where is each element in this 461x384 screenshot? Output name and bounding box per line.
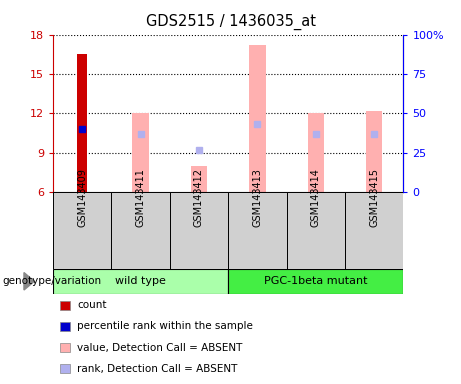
- Text: percentile rank within the sample: percentile rank within the sample: [77, 321, 253, 331]
- FancyBboxPatch shape: [345, 192, 403, 269]
- Bar: [249, 45, 266, 192]
- Text: GDS2515 / 1436035_at: GDS2515 / 1436035_at: [146, 13, 315, 30]
- Bar: [77, 54, 88, 192]
- Text: value, Detection Call = ABSENT: value, Detection Call = ABSENT: [77, 343, 242, 353]
- FancyBboxPatch shape: [170, 192, 228, 269]
- Text: wild type: wild type: [115, 276, 166, 286]
- Text: genotype/variation: genotype/variation: [2, 276, 101, 286]
- Text: count: count: [77, 300, 106, 310]
- Text: GSM143414: GSM143414: [311, 168, 321, 227]
- Bar: [366, 111, 382, 192]
- Text: GSM143409: GSM143409: [77, 168, 87, 227]
- Text: rank, Detection Call = ABSENT: rank, Detection Call = ABSENT: [77, 364, 237, 374]
- Text: GSM143415: GSM143415: [369, 167, 379, 227]
- FancyBboxPatch shape: [228, 269, 403, 294]
- FancyBboxPatch shape: [53, 269, 228, 294]
- Text: GSM143411: GSM143411: [136, 168, 146, 227]
- Polygon shape: [24, 273, 35, 290]
- Bar: [132, 113, 149, 192]
- Bar: [191, 166, 207, 192]
- Text: GSM143413: GSM143413: [252, 168, 262, 227]
- FancyBboxPatch shape: [112, 192, 170, 269]
- Text: GSM143412: GSM143412: [194, 167, 204, 227]
- Text: PGC-1beta mutant: PGC-1beta mutant: [264, 276, 367, 286]
- FancyBboxPatch shape: [53, 192, 112, 269]
- FancyBboxPatch shape: [287, 192, 345, 269]
- FancyBboxPatch shape: [228, 192, 287, 269]
- Bar: [307, 113, 324, 192]
